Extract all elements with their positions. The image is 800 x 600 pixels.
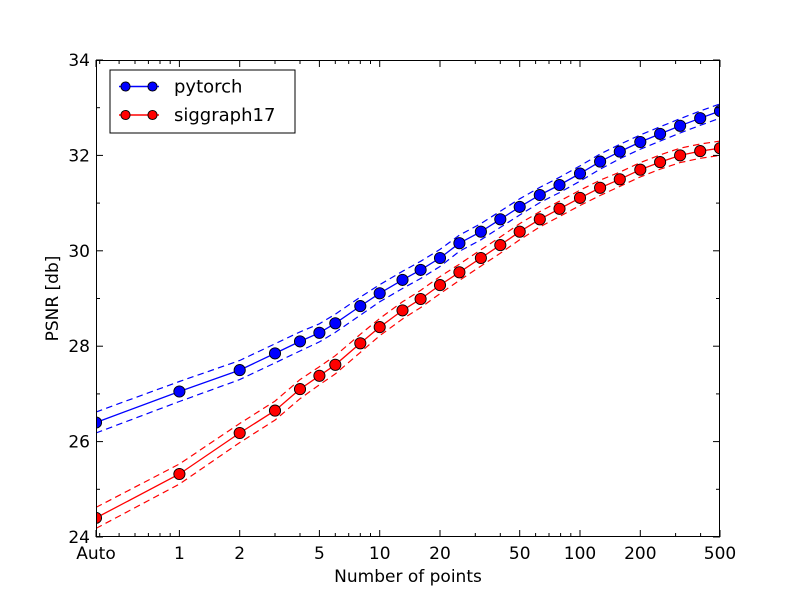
- data-point-marker: [293, 383, 307, 396]
- data-point-marker: [474, 225, 487, 238]
- y-tick-label: 28: [68, 337, 90, 357]
- data-point-marker: [594, 155, 607, 168]
- series-pytorch-markers: [96, 104, 720, 429]
- legend-marker-icon: [147, 109, 158, 121]
- data-point-marker: [293, 335, 307, 348]
- data-point-marker: [533, 213, 546, 226]
- legend-item-siggraph17: siggraph17: [119, 105, 275, 126]
- x-tick-label: 2: [234, 544, 245, 564]
- y-tick-label: 32: [68, 146, 90, 166]
- data-point-marker: [553, 202, 566, 215]
- legend-label: pytorch: [174, 77, 242, 98]
- data-point-marker: [329, 317, 342, 330]
- data-point-marker: [654, 127, 667, 140]
- legend-label: siggraph17: [174, 105, 275, 126]
- series-pytorch-band-upper: [96, 103, 720, 413]
- data-point-marker: [713, 142, 720, 155]
- series-layer: [96, 103, 720, 529]
- data-point-marker: [396, 273, 409, 286]
- legend-marker-icon: [120, 109, 131, 121]
- ticks-layer: [95, 59, 721, 538]
- x-tick-label: 200: [624, 544, 656, 564]
- data-point-marker: [513, 200, 526, 213]
- data-point-marker: [553, 178, 566, 192]
- data-point-marker: [674, 149, 687, 162]
- legend-box: [109, 69, 296, 134]
- data-point-marker: [268, 347, 282, 360]
- data-point-marker: [268, 404, 282, 417]
- data-point-marker: [173, 467, 186, 481]
- x-tick-label: 5: [314, 544, 325, 564]
- data-point-marker: [613, 145, 626, 158]
- data-point-marker: [313, 326, 326, 339]
- data-point-marker: [396, 304, 409, 317]
- series-siggraph17-markers: [96, 142, 720, 524]
- data-point-marker: [634, 163, 647, 176]
- data-point-marker: [173, 385, 186, 398]
- x-tick-label: 10: [369, 544, 391, 564]
- x-tick-label: 100: [564, 544, 596, 564]
- data-point-marker: [573, 191, 587, 204]
- data-point-marker: [433, 279, 447, 292]
- data-point-marker: [354, 337, 367, 350]
- data-point-marker: [373, 321, 386, 334]
- data-point-marker: [233, 364, 246, 377]
- data-point-marker: [474, 251, 487, 265]
- x-tick-label: 1: [174, 544, 185, 564]
- series-siggraph17-band-upper: [96, 140, 720, 508]
- x-tick-label: 50: [509, 544, 531, 564]
- legend-marker-icon: [147, 81, 158, 92]
- data-point-marker: [354, 300, 367, 313]
- legend-item-pytorch: pytorch: [119, 77, 242, 98]
- data-point-marker: [674, 119, 687, 132]
- data-point-marker: [233, 426, 246, 440]
- series-siggraph17-band-lower: [96, 154, 720, 529]
- data-point-marker: [613, 173, 626, 186]
- x-tick-label: 500: [704, 544, 736, 564]
- data-point-marker: [453, 237, 466, 250]
- data-point-marker: [414, 263, 427, 276]
- data-point-marker: [634, 135, 647, 149]
- y-tick-label: 34: [68, 51, 90, 71]
- y-axis-label: PSNR [db]: [43, 256, 63, 342]
- data-point-marker: [694, 145, 707, 158]
- legend-marker-icon: [120, 81, 131, 92]
- x-tick-label: Auto: [76, 544, 115, 564]
- legend: pytorch siggraph17: [109, 69, 296, 134]
- data-point-marker: [494, 213, 507, 226]
- y-tick-label: 24: [68, 528, 90, 548]
- data-point-marker: [654, 156, 667, 169]
- series-pytorch: [96, 103, 720, 434]
- data-point-marker: [313, 369, 326, 382]
- data-point-marker: [453, 266, 466, 279]
- data-point-marker: [329, 358, 342, 371]
- data-point-marker: [713, 104, 720, 118]
- data-point-marker: [573, 167, 587, 180]
- data-point-marker: [594, 181, 607, 194]
- data-point-marker: [433, 251, 447, 265]
- data-point-marker: [694, 112, 707, 125]
- data-point-marker: [533, 188, 546, 202]
- data-point-marker: [414, 292, 427, 306]
- data-point-marker: [513, 225, 526, 238]
- data-point-marker: [373, 287, 386, 300]
- data-point-marker: [494, 239, 507, 252]
- series-siggraph17: [96, 140, 720, 529]
- x-axis-label: Number of points: [334, 567, 482, 587]
- x-tick-label: 20: [429, 544, 451, 564]
- y-tick-label: 26: [68, 433, 90, 453]
- tick-labels-layer: Auto 1 2 5 10 20 50 100 200 500 24 26 28 30 32 34: [68, 51, 736, 564]
- y-tick-label: 30: [68, 242, 90, 262]
